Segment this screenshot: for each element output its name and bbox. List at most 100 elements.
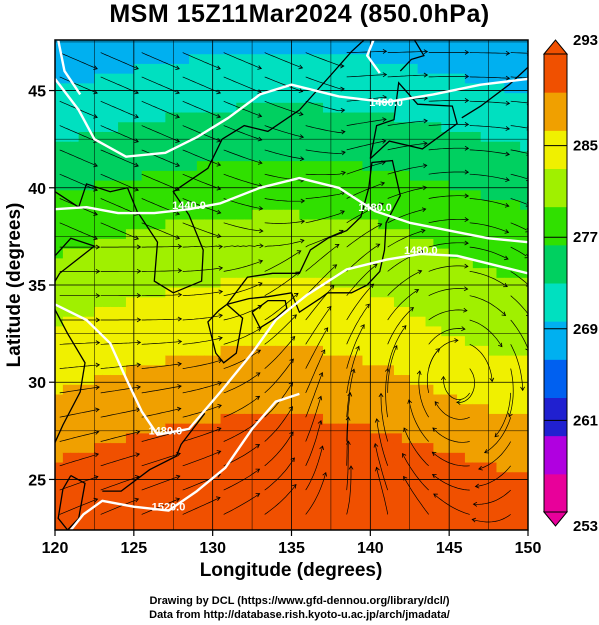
field-cell: [362, 491, 371, 502]
field-cell: [196, 73, 206, 84]
field-cell: [425, 53, 434, 64]
streamline: [428, 309, 467, 321]
field-cell: [354, 43, 364, 55]
field-cell: [362, 160, 371, 171]
field-cell: [102, 413, 111, 424]
field-cell: [173, 228, 182, 239]
field-cell: [433, 92, 442, 103]
field-cell: [196, 471, 206, 482]
field-cell: [149, 121, 159, 132]
field-cell: [141, 510, 151, 521]
field-cell: [488, 257, 498, 269]
field-cell: [212, 189, 222, 201]
field-cell: [70, 131, 80, 142]
field-cell: [102, 423, 111, 434]
field-cell: [464, 73, 474, 84]
field-cell: [252, 423, 261, 434]
streamline: [264, 173, 305, 181]
field-cell: [70, 442, 80, 453]
field-cell: [133, 325, 143, 337]
streamline-arrow: [136, 384, 141, 390]
colorbar-segment: [544, 206, 567, 246]
field-cell: [504, 170, 513, 181]
field-cell: [157, 306, 166, 317]
streamline-arrow: [472, 501, 478, 507]
field-cell: [315, 228, 324, 239]
field-cell: [464, 218, 474, 230]
field-cell: [488, 491, 498, 502]
field-cell: [323, 170, 332, 181]
field-cell: [393, 150, 403, 162]
streamline: [387, 51, 428, 53]
field-cell: [125, 111, 135, 123]
field-cell: [228, 500, 237, 512]
field-cell: [181, 452, 190, 463]
field-cell: [118, 189, 127, 201]
field-cell: [189, 306, 198, 317]
field-cell: [323, 131, 332, 142]
streamline: [100, 125, 139, 143]
field-cell: [149, 510, 159, 521]
field-cell: [94, 364, 103, 376]
field-cell: [472, 384, 482, 395]
streamline-arrow: [382, 95, 388, 100]
field-cell: [393, 452, 403, 463]
field-cell: [520, 82, 528, 94]
field-cell: [362, 364, 371, 376]
x-tick-label: 120: [42, 540, 69, 557]
field-cell: [401, 316, 411, 327]
streamline: [456, 368, 475, 403]
field-cell: [338, 257, 348, 269]
field-cell: [354, 218, 364, 230]
field-cell: [512, 520, 521, 530]
field-cell: [165, 267, 174, 278]
field-cell: [181, 248, 190, 259]
field-cell: [212, 170, 222, 181]
field-cell: [196, 248, 206, 259]
field-cell: [228, 40, 237, 45]
colorbar-segment: [544, 321, 567, 360]
streamline-arrow: [369, 283, 375, 289]
field-cell: [165, 238, 174, 249]
field-cell: [204, 170, 214, 181]
field-cell: [362, 355, 371, 366]
field-cell: [480, 189, 490, 201]
field-cell: [457, 131, 466, 142]
field-cell: [464, 296, 474, 307]
streamline-arrow: [175, 210, 181, 216]
field-cell: [252, 510, 261, 521]
field-cell: [236, 296, 245, 307]
field-cell: [323, 461, 332, 473]
field-cell: [157, 325, 166, 337]
streamline-arrow: [177, 316, 183, 322]
field-cell: [338, 442, 348, 453]
field-cell: [196, 403, 206, 414]
field-cell: [173, 364, 182, 376]
field-cell: [346, 442, 356, 453]
field-cell: [417, 345, 427, 356]
field-cell: [441, 413, 450, 424]
field-cell: [425, 257, 434, 269]
field-cell: [86, 228, 96, 239]
field-cell: [504, 355, 513, 366]
field-cell: [323, 296, 332, 307]
field-cell: [393, 131, 403, 142]
field-cell: [165, 374, 174, 385]
field-cell: [173, 111, 182, 123]
field-cell: [386, 510, 395, 521]
field-cell: [488, 355, 498, 366]
field-cell: [512, 491, 521, 502]
field-cell: [181, 63, 190, 74]
field-cell: [133, 102, 143, 113]
field-cell: [346, 432, 356, 444]
field-cell: [244, 345, 253, 356]
field-cell: [165, 423, 174, 434]
field-cell: [315, 63, 324, 74]
field-cell: [472, 111, 482, 123]
field-cell: [378, 150, 387, 162]
field-cell: [118, 413, 127, 424]
streamline: [428, 242, 469, 248]
field-cell: [196, 160, 206, 171]
field-cell: [267, 286, 277, 298]
field-cell: [291, 413, 300, 424]
